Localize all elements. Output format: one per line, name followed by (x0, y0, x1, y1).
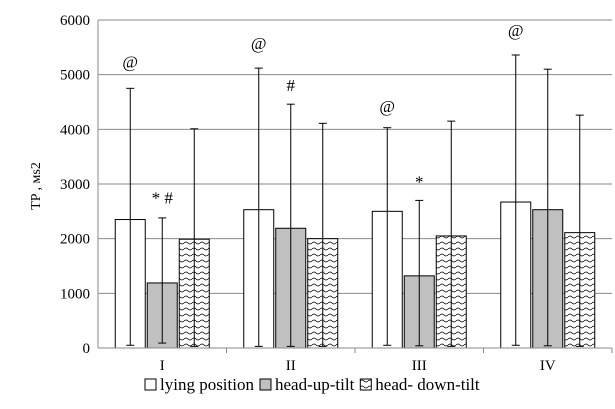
annotation: @ (122, 53, 138, 72)
annotations: @ * # @ # @ * @ (122, 21, 523, 208)
legend-label: lying position (160, 375, 254, 394)
x-tick-label: III (412, 358, 427, 374)
y-tick-label: 3000 (60, 177, 90, 193)
legend-label: head- down-tilt (375, 375, 480, 394)
y-tick-label: 5000 (60, 68, 90, 84)
x-tick-label: IV (540, 358, 556, 374)
y-tick-label: 6000 (60, 13, 90, 29)
y-tick-label: 1000 (60, 286, 90, 302)
annotation: * # (152, 189, 174, 208)
annotation: @ (508, 21, 524, 40)
legend-swatch-1 (144, 378, 157, 391)
annotation: @ (251, 34, 267, 53)
legend-swatch-2 (259, 378, 272, 391)
annotation: * (415, 172, 424, 191)
legend-swatch-3 (359, 378, 372, 391)
annotation: # (287, 76, 296, 95)
annotation: @ (379, 97, 395, 116)
legend: lying position head-up-tilt head- down-til… (144, 375, 480, 394)
y-tick-label: 2000 (60, 232, 90, 248)
y-tick-label: 0 (83, 341, 91, 357)
y-tick-label: 4000 (60, 122, 90, 138)
legend-label: head-up-tilt (275, 375, 355, 394)
bars (114, 54, 596, 349)
x-tick-label: I (160, 358, 165, 374)
y-axis-label: TP , мs2 (29, 162, 44, 210)
x-tick-label: II (286, 358, 296, 374)
